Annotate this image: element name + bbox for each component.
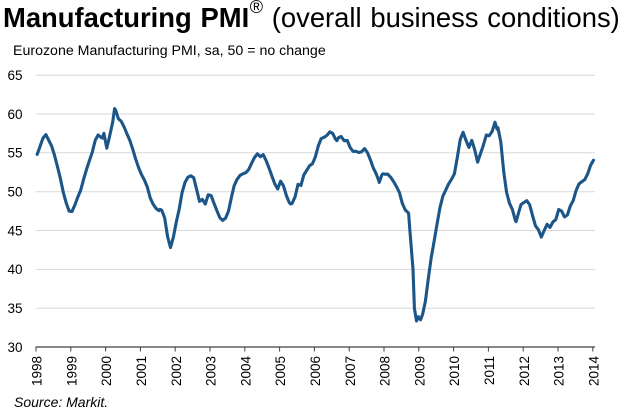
svg-text:2004: 2004: [238, 356, 253, 387]
svg-text:2003: 2003: [204, 356, 219, 386]
svg-text:45: 45: [7, 223, 22, 238]
svg-text:1999: 1999: [64, 356, 79, 386]
svg-text:35: 35: [7, 301, 22, 316]
svg-text:2012: 2012: [517, 356, 532, 386]
svg-text:2001: 2001: [134, 356, 149, 386]
svg-text:40: 40: [7, 262, 22, 277]
svg-text:2002: 2002: [169, 356, 184, 386]
svg-text:2005: 2005: [273, 356, 288, 386]
svg-text:50: 50: [7, 185, 22, 200]
svg-text:2010: 2010: [447, 356, 462, 386]
svg-text:1998: 1998: [30, 356, 45, 386]
svg-text:2014: 2014: [586, 356, 601, 387]
svg-text:30: 30: [7, 340, 22, 355]
svg-text:65: 65: [7, 68, 22, 83]
svg-text:2013: 2013: [552, 356, 567, 386]
svg-text:2011: 2011: [482, 356, 497, 385]
svg-text:55: 55: [7, 146, 22, 161]
svg-text:2007: 2007: [343, 356, 358, 386]
svg-text:60: 60: [7, 107, 22, 122]
svg-text:2009: 2009: [412, 356, 427, 386]
svg-text:2008: 2008: [378, 356, 393, 386]
svg-text:2000: 2000: [99, 356, 114, 386]
svg-text:2006: 2006: [308, 356, 323, 386]
